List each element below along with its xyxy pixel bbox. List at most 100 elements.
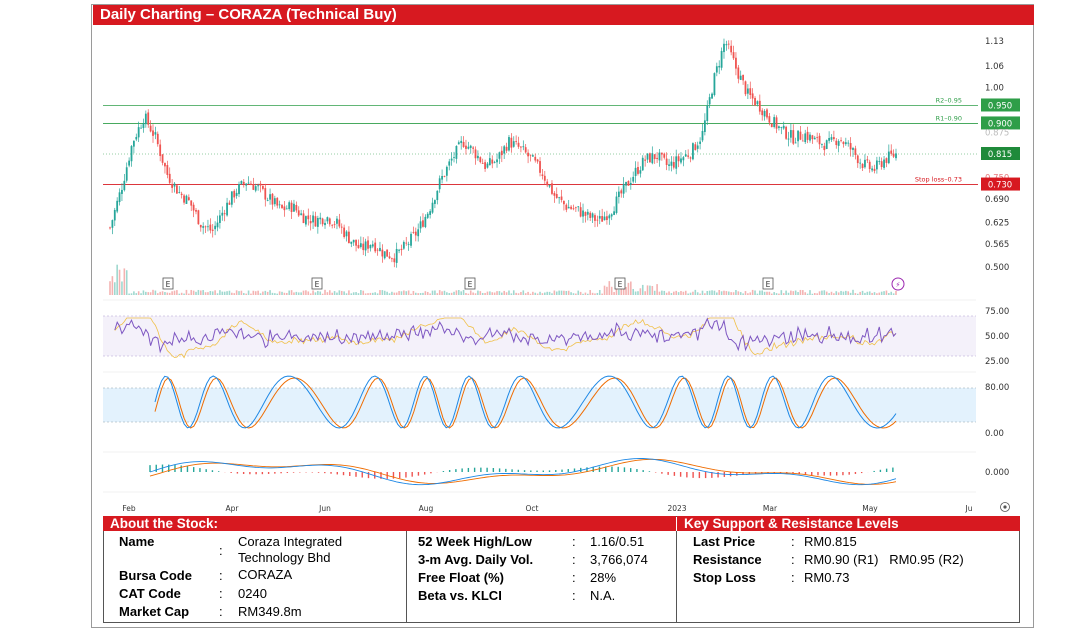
candle-body <box>419 221 422 229</box>
stat-value: 28% <box>590 570 617 585</box>
volume-bar <box>252 290 255 295</box>
volume-bar <box>369 292 372 295</box>
candle-body <box>639 170 642 174</box>
candle-body <box>539 161 541 173</box>
macd-hist-bar <box>405 472 407 478</box>
volume-bar <box>644 291 646 295</box>
volume-bar <box>352 292 355 295</box>
volume-bar <box>608 281 611 295</box>
volume-bar <box>759 290 761 295</box>
volume-bar <box>460 291 462 295</box>
candle-body <box>606 216 608 220</box>
candle-body <box>761 110 764 116</box>
volume-bar <box>744 291 747 295</box>
volume-bar <box>462 289 465 295</box>
volume-bar <box>403 290 405 295</box>
macd-hist-bar <box>679 472 682 477</box>
candle-body <box>343 227 346 237</box>
price-tick-label: 1.13 <box>985 37 1004 47</box>
candle-body <box>383 251 386 259</box>
volume-bar <box>486 291 489 295</box>
candle-body <box>634 167 637 177</box>
volume-bar <box>637 291 639 295</box>
candle-body <box>467 146 470 149</box>
volume-bar <box>548 291 551 295</box>
candle-body <box>854 148 857 155</box>
volume-bar <box>438 290 441 295</box>
candle-body <box>689 157 692 159</box>
macd-hist-bar <box>498 468 501 472</box>
candle-body <box>147 112 150 125</box>
volume-bar <box>560 290 563 295</box>
volume-bar <box>240 290 243 295</box>
volume-bar <box>426 291 429 295</box>
candle-body <box>233 190 236 198</box>
earnings-marker: E <box>766 280 771 289</box>
candle-body <box>883 159 885 168</box>
candle-body <box>135 136 138 140</box>
volume-bar <box>405 291 408 295</box>
candle-body <box>739 75 742 80</box>
macd-hist-bar <box>473 467 476 472</box>
candle-body <box>696 145 699 149</box>
macd-hist-bar <box>586 467 588 472</box>
volume-bar <box>264 290 267 295</box>
macd-hist-bar <box>280 472 282 474</box>
volume-bar <box>326 292 329 295</box>
volume-bar <box>307 291 310 295</box>
candle-body <box>503 146 506 154</box>
macd-hist-bar <box>698 472 701 479</box>
volume-bar <box>713 290 716 295</box>
macd-hist-bar <box>448 470 451 472</box>
volume-bar <box>880 291 883 295</box>
macd-hist-bar <box>317 472 320 473</box>
volume-bar <box>164 292 166 295</box>
candle-body <box>813 137 816 140</box>
candle-body <box>641 157 644 171</box>
candle-body <box>388 256 391 259</box>
stat-sep: : <box>572 570 576 585</box>
candle-body <box>218 215 221 223</box>
candle-body <box>684 154 687 157</box>
volume-bar <box>381 290 384 295</box>
candle-body <box>718 65 721 68</box>
macd-hist-bar <box>192 467 195 472</box>
stoch-tick-label: 0.00 <box>985 429 1004 439</box>
volume-bar <box>343 291 345 295</box>
candle-body <box>178 192 181 193</box>
macd-hist-bar <box>399 472 401 479</box>
macd-hist-bar <box>274 472 276 474</box>
level-value: RM0.90 (R1) RM0.95 (R2) <box>804 552 964 567</box>
candle-body <box>259 183 262 186</box>
candle-body <box>376 249 379 251</box>
volume-bar <box>883 291 885 295</box>
volume-bar <box>541 293 544 295</box>
candle-body <box>417 229 420 237</box>
volume-bar <box>295 291 298 295</box>
volume-bar <box>532 291 534 295</box>
candle-body <box>240 181 243 184</box>
last-price-tag-bg <box>981 147 1020 160</box>
candle-body <box>367 240 369 249</box>
candle-body <box>190 200 193 206</box>
volume-bar <box>589 290 592 295</box>
rsi-tick-label: 50.00 <box>985 332 1009 342</box>
volume-bar <box>895 290 897 295</box>
volume-bar <box>429 293 431 295</box>
macd-hist-bar <box>442 471 445 472</box>
volume-bar <box>128 293 130 295</box>
volume-bar <box>529 293 532 295</box>
candle-body <box>457 142 460 145</box>
candle-body <box>498 152 501 159</box>
macd-hist-bar <box>417 472 420 476</box>
volume-bar <box>675 290 678 295</box>
x-tick-label: May <box>862 504 878 513</box>
volume-bar <box>360 290 362 295</box>
candle-body <box>801 140 804 142</box>
volume-bar <box>615 286 618 295</box>
candle-body <box>527 152 529 157</box>
rsi-band <box>103 316 976 356</box>
volume-bar <box>173 290 176 295</box>
macd-hist-bar <box>180 465 182 472</box>
volume-bar <box>751 289 754 295</box>
